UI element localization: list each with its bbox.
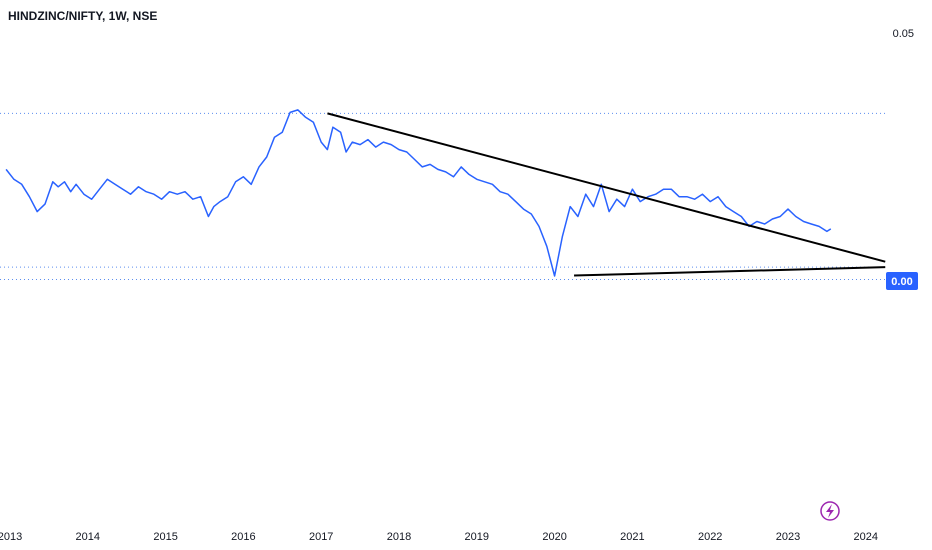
x-axis-tick-label: 2023 (776, 531, 800, 543)
last-value-badge-label: 0.00 (891, 276, 912, 288)
last-value-badge-bg (886, 272, 918, 290)
trendline (574, 266, 886, 277)
last-value-badge: 0.00 (886, 272, 918, 290)
x-axis-tick-label: 2024 (854, 531, 878, 543)
x-axis-tick-label: 2013 (0, 531, 22, 543)
x-axis-tick-label: 2015 (153, 531, 177, 543)
lightning-bolt-icon[interactable] (820, 501, 840, 521)
x-axis-tick-label: 2014 (76, 531, 100, 543)
x-axis-tick-label: 2020 (542, 531, 566, 543)
x-axis-tick-label: 2019 (465, 531, 489, 543)
x-axis-tick-label: 2018 (387, 531, 411, 543)
symbol-title: HINDZINC/NIFTY, 1W, NSE (8, 9, 158, 23)
price-series-line (5, 109, 832, 277)
x-axis-tick-label: 2022 (698, 531, 722, 543)
lightning-bolt-glyph (826, 504, 834, 518)
x-axis-tick-label: 2017 (309, 531, 333, 543)
x-axis-tick-label: 2016 (231, 531, 255, 543)
x-axis-tick-label: 2021 (620, 531, 644, 543)
y-axis-tick-label: 0.05 (893, 28, 914, 40)
trendline (327, 112, 886, 263)
